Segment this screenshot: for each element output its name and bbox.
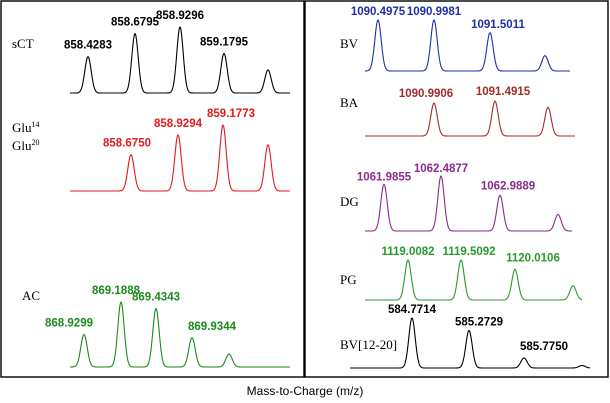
peak-label: 584.7714 xyxy=(388,304,437,316)
peak-label: 869.1888 xyxy=(92,285,141,297)
peak-label: 1091.4915 xyxy=(476,86,531,98)
peak-label: 858.4283 xyxy=(64,40,112,52)
spectrum-pg: 1119.0082 1119.5092 1120.0106 PG xyxy=(340,246,583,301)
peak-label: 1090.9981 xyxy=(407,6,462,18)
peak-label: 1120.0106 xyxy=(506,252,560,264)
right-panel-border xyxy=(304,0,609,378)
peak-label: 858.9296 xyxy=(156,10,204,22)
spectrum-bv: 1090.4975 1090.9981 1091.5011 BV xyxy=(340,6,571,72)
peak-label: 1090.9906 xyxy=(399,88,453,100)
sample-label: Glu14 xyxy=(12,120,40,135)
peak-label: 859.1773 xyxy=(207,108,255,120)
peak-label: 1062.9889 xyxy=(481,180,535,192)
spectrum-trace xyxy=(364,259,583,301)
sample-label: sCT xyxy=(12,36,34,51)
spectrum-trace xyxy=(69,301,291,368)
peak-label: 858.6795 xyxy=(111,17,160,29)
spectrum-ba: 1090.9906 1091.4915 BA xyxy=(340,86,576,137)
x-axis-label: Mass-to-Charge (m/z) xyxy=(246,384,364,398)
left-panel-border xyxy=(0,0,305,378)
peak-label: 585.2729 xyxy=(455,317,503,329)
peak-label: 1090.4975 xyxy=(351,6,406,18)
peak-label: 1061.9855 xyxy=(357,171,412,183)
peak-label: 859.1795 xyxy=(200,36,249,48)
peak-label: 858.9294 xyxy=(154,118,203,130)
peak-label: 1091.5011 xyxy=(471,19,525,31)
spectrum-trace xyxy=(349,317,591,369)
peak-label: 858.6750 xyxy=(103,138,151,150)
spectrum-bv-12-20-: 584.7714 585.2729 585.7750 BV[12-20] xyxy=(340,304,591,369)
sample-label-2: Glu20 xyxy=(12,138,40,153)
peak-label: 869.9344 xyxy=(188,321,237,333)
sample-label: BV xyxy=(340,36,359,51)
peak-label: 585.7750 xyxy=(520,341,568,353)
spectrum-trace xyxy=(364,19,571,72)
peak-label: 1119.0082 xyxy=(381,246,434,258)
peak-label: 1062.4877 xyxy=(414,163,468,175)
spectrum-trace xyxy=(364,175,573,232)
spectrum-trace xyxy=(69,26,291,94)
sample-label: AC xyxy=(22,288,40,303)
spectrum-trace xyxy=(364,100,576,137)
sample-label: BV[12-20] xyxy=(340,337,397,352)
peak-label: 869.4343 xyxy=(132,292,180,304)
sample-label: BA xyxy=(340,95,359,110)
peak-label: 1119.5092 xyxy=(442,246,495,258)
spectrum-trace xyxy=(69,124,291,192)
peak-label: 868.9299 xyxy=(45,318,93,330)
sample-label: PG xyxy=(340,272,357,287)
sample-label: DG xyxy=(340,194,359,209)
